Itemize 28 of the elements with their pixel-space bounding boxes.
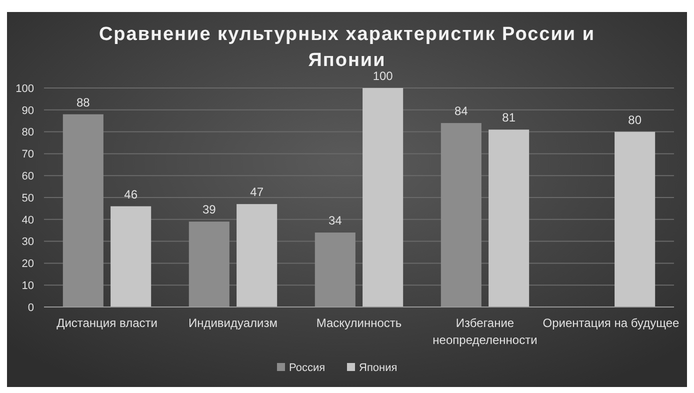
y-tick-label: 80 <box>22 126 34 139</box>
x-tick-label: Дистанция власти <box>56 316 158 330</box>
data-label: 100 <box>372 69 394 83</box>
x-tick-label: Индивидуализм <box>188 316 278 330</box>
data-label: 34 <box>328 214 342 228</box>
y-tick-label: 70 <box>22 148 34 161</box>
data-label: 81 <box>502 110 516 125</box>
y-tick-label: 60 <box>22 170 34 182</box>
y-tick-label: 100 <box>16 82 34 95</box>
data-label: 84 <box>454 104 468 118</box>
x-tick-label: Ориентация на будущее <box>542 316 680 330</box>
legend-label: Япония <box>359 362 398 374</box>
data-label: 39 <box>202 202 216 217</box>
y-tick-label: 20 <box>22 258 34 270</box>
x-tick-label: Маскулинность <box>316 316 402 330</box>
y-tick-label: 90 <box>22 104 34 117</box>
y-tick-label: 10 <box>22 280 34 292</box>
x-tick-label: Избегание неопределенности <box>432 316 538 347</box>
legend-label: Россия <box>289 362 326 374</box>
y-tick-label: 30 <box>22 236 34 248</box>
y-tick-label: 50 <box>22 192 34 204</box>
chart-title: Сравнение культурных характеристик России и Японии <box>98 24 596 71</box>
y-tick-label: 0 <box>28 302 34 314</box>
data-label: 88 <box>76 95 90 110</box>
data-label: 47 <box>250 185 264 200</box>
y-tick-label: 40 <box>22 214 34 226</box>
data-label: 80 <box>628 112 642 127</box>
data-label: 46 <box>124 187 138 202</box>
